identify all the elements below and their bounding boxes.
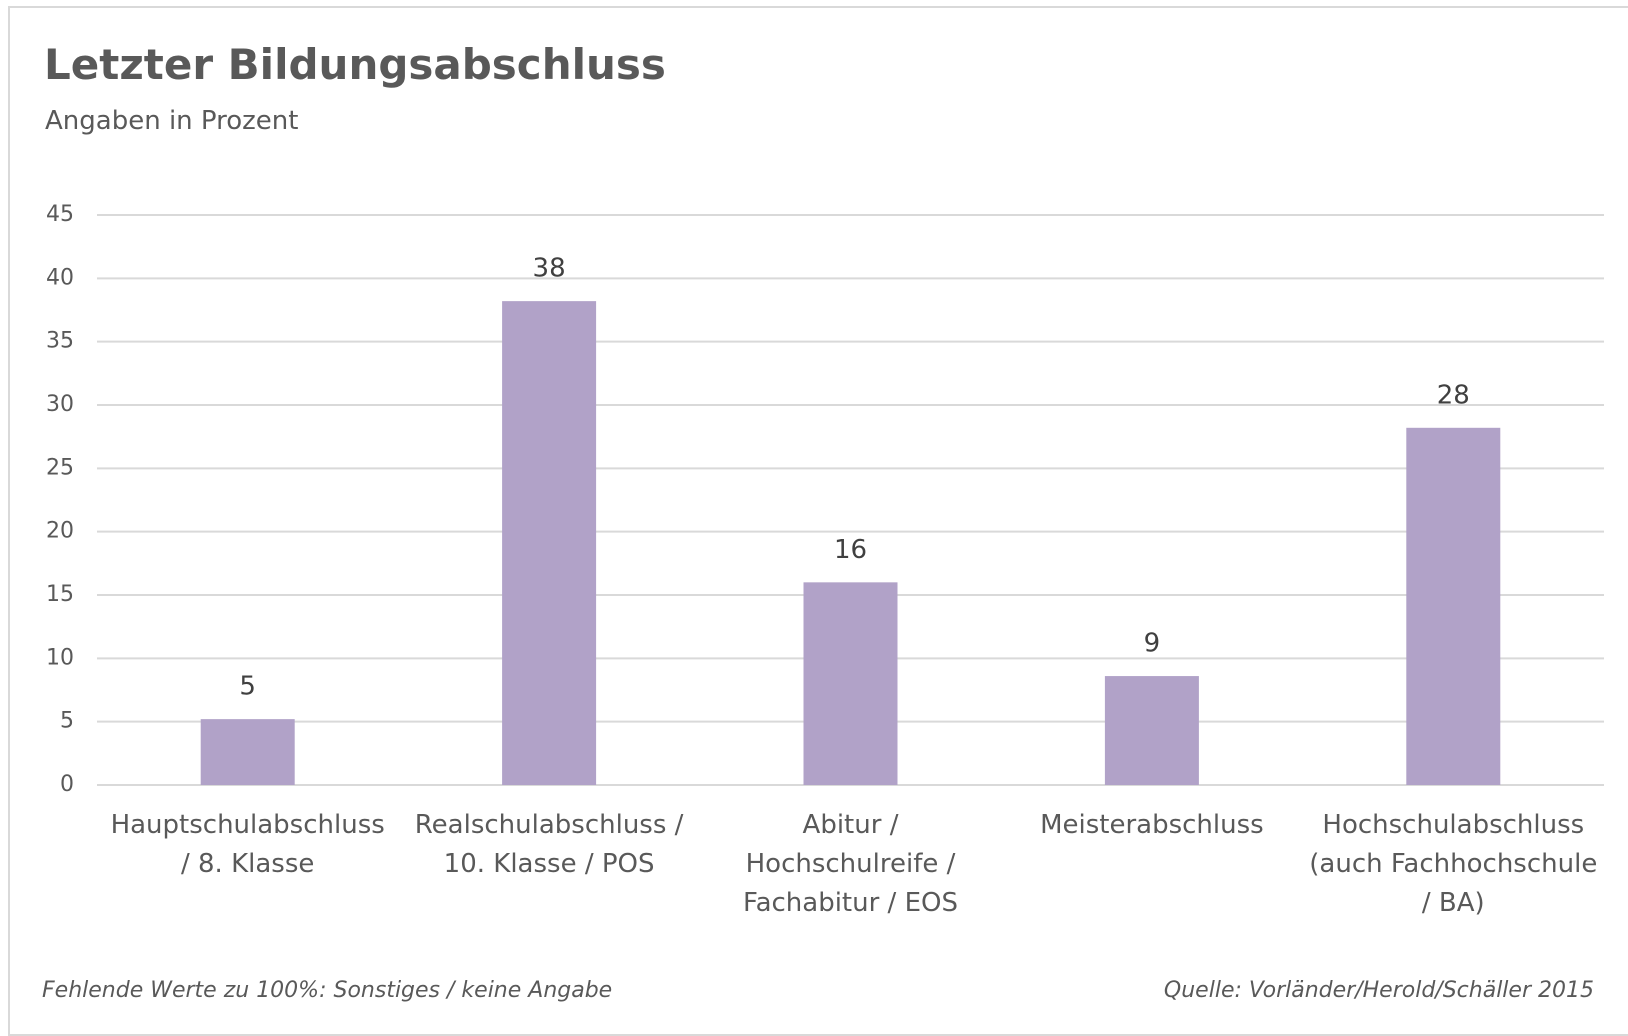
y-tick-label: 25 (46, 455, 74, 480)
x-tick-label: Hochschulabschluss (auch Fachhochschule … (1309, 810, 1598, 918)
y-tick-label: 15 (46, 582, 74, 607)
data-label: 28 (1437, 380, 1470, 410)
y-tick-label: 5 (60, 709, 74, 734)
x-tick-label: Meisterabschluss (1040, 810, 1264, 840)
data-label: 16 (834, 535, 867, 565)
data-label: 9 (1144, 629, 1161, 659)
bar (200, 719, 295, 785)
bar (1104, 676, 1199, 785)
x-tick-label: Abitur / Hochschulreife / Fachabitur / E… (743, 810, 958, 918)
bar (1406, 427, 1501, 785)
y-tick-label: 30 (46, 392, 74, 417)
bar (803, 582, 898, 785)
bar (502, 301, 597, 785)
y-tick-label: 20 (46, 519, 74, 544)
y-tick-label: 40 (46, 265, 74, 290)
y-tick-label: 35 (46, 329, 74, 354)
y-tick-label: 45 (46, 202, 74, 227)
footnote: Fehlende Werte zu 100%: Sonstiges / kein… (42, 978, 613, 1003)
source: Quelle: Vorländer/Herold/Schäller 2015 (1163, 978, 1594, 1003)
data-label: 38 (533, 254, 566, 284)
chart-subtitle: Angaben in Prozent (45, 106, 299, 136)
data-label: 5 (239, 672, 256, 702)
chart-title: Letzter Bildungsabschluss (44, 40, 666, 89)
x-tick-label: Realschulabschluss / 10. Klasse / POS (414, 810, 684, 879)
y-tick-label: 10 (46, 645, 74, 670)
x-tick-label: Hauptschulabschluss / 8. Klasse (110, 810, 385, 879)
y-tick-label: 0 (60, 772, 74, 797)
